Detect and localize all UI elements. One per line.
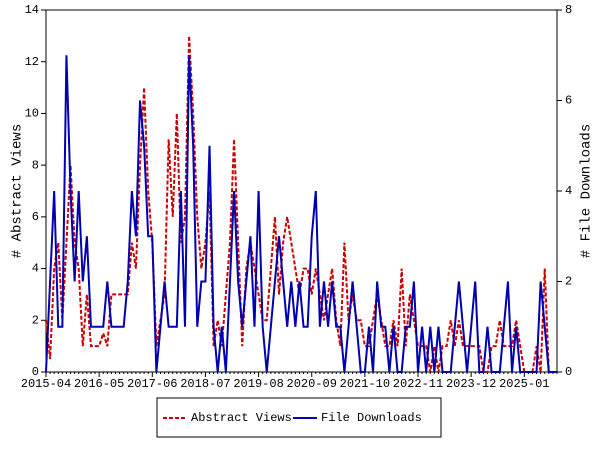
y2-tick-label: 0 [565, 365, 572, 379]
series-line [45, 35, 557, 373]
y-tick-label: 10 [25, 107, 39, 121]
y-tick-label: 8 [32, 158, 39, 172]
x-tick-label: 2020-09 [287, 377, 337, 391]
y2-tick-label: 6 [565, 94, 572, 108]
legend-label: File Downloads [321, 411, 422, 425]
y-tick-label: 4 [32, 262, 39, 276]
y2-tick-label: 4 [565, 184, 572, 198]
plot-frame [45, 9, 558, 373]
y2-axis-title: # File Downloads [579, 124, 595, 258]
x-tick-label: 2016-05 [74, 377, 124, 391]
y-tick-label: 14 [25, 3, 39, 17]
y2-tick-label: 2 [565, 275, 572, 289]
y-tick-label: 2 [32, 313, 39, 327]
y-tick-label: 12 [25, 55, 39, 69]
y-tick-label: 6 [32, 210, 39, 224]
y-axis-title: # Abstract Views [10, 124, 26, 258]
legend-label: Abstract Views [191, 411, 292, 425]
x-tick-label: 2021-10 [340, 377, 390, 391]
x-tick-label: 2017-06 [127, 377, 177, 391]
x-tick-label: 2018-07 [180, 377, 230, 391]
x-tick-label: 2023-12 [446, 377, 496, 391]
y2-tick-label: 8 [565, 3, 572, 17]
x-tick-label: 2019-08 [233, 377, 283, 391]
x-tick-label: 2022-11 [393, 377, 443, 391]
x-tick-label: 2025-01 [499, 377, 549, 391]
y-tick-label: 0 [32, 365, 39, 379]
x-tick-label: 2015-04 [21, 377, 71, 391]
series-line [45, 55, 557, 373]
